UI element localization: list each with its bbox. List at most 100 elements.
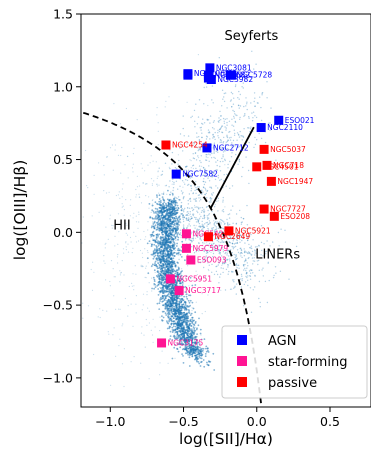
cloud-point [93,271,95,273]
cloud-point [227,81,229,83]
cloud-point [184,207,186,210]
cloud-point [254,254,256,256]
cloud-point [222,148,224,150]
cloud-point [233,243,236,245]
cloud-point [105,279,107,281]
cloud-point [136,175,138,177]
cloud-point [173,255,176,257]
cloud-point [218,244,220,246]
cloud-point [185,179,187,181]
cloud-point [172,180,174,183]
cloud-point [254,105,256,107]
cloud-point [197,220,199,222]
cloud-point [231,118,233,121]
cloud-point [180,236,182,238]
cloud-point [193,157,196,160]
cloud-point [180,146,182,148]
cloud-point [150,266,152,268]
cloud-point [209,115,212,117]
cloud-point [193,109,196,112]
cloud-point [175,323,178,326]
cloud-point [247,169,250,172]
cloud-point [226,259,228,261]
cloud-point [192,237,195,239]
cloud-point [130,303,132,305]
cloud-point [255,252,258,254]
cloud-point [212,121,215,123]
cloud-point [122,323,124,325]
cloud-point [194,311,197,314]
cloud-point [156,208,159,211]
cloud-point [195,235,197,237]
cloud-point [189,337,192,340]
cloud-point [156,267,159,270]
cloud-point [253,260,256,262]
cloud-point [182,355,184,357]
cloud-point [132,247,134,249]
cloud-point [191,341,194,343]
cloud-point [109,214,111,216]
cloud-point [219,110,221,113]
galaxy-label: NGC5037 [270,145,306,154]
cloud-point [197,361,200,363]
cloud-point [177,323,180,326]
cloud-point [158,215,160,218]
cloud-point [247,235,249,237]
galaxy-label: NGC5951 [176,274,212,283]
cloud-point [226,258,228,261]
cloud-point [180,274,182,276]
cloud-point [176,235,179,238]
y-tick-label: 1.0 [53,79,73,94]
cloud-point [201,223,203,225]
cloud-point [150,178,153,180]
cloud-point [255,63,257,65]
cloud-point [215,265,217,268]
cloud-point [244,242,246,244]
cloud-point [168,311,171,313]
cloud-point [227,266,229,268]
cloud-point [269,122,271,124]
cloud-point [193,252,196,254]
cloud-point [202,123,204,125]
cloud-point [195,181,197,183]
cloud-point [154,271,156,274]
cloud-point [195,145,197,148]
cloud-point [133,147,135,149]
cloud-point [161,206,164,209]
cloud-point [151,263,154,266]
cloud-point [168,325,170,327]
galaxy-label: NGC7727 [270,205,306,214]
cloud-point [159,258,161,260]
cloud-point [214,178,217,181]
cloud-point [246,236,248,239]
cloud-point [160,287,162,289]
cloud-point [244,77,246,80]
cloud-point [172,240,175,243]
cloud-point [103,190,105,192]
cloud-point [207,177,209,179]
cloud-point [162,316,165,319]
cloud-point [192,208,195,211]
cloud-point [169,271,172,274]
cloud-point [197,220,200,222]
cloud-point [203,186,205,189]
cloud-point [176,204,179,207]
cloud-point [193,198,195,200]
cloud-point [158,200,161,203]
cloud-point [236,146,239,148]
cloud-point [182,362,185,364]
cloud-point [161,245,163,248]
cloud-point [235,223,237,225]
cloud-point [162,298,164,300]
cloud-point [225,148,227,150]
cloud-point [170,222,172,225]
cloud-point [156,250,158,253]
cloud-point [218,231,221,234]
cloud-point [224,260,226,263]
cloud-point [154,226,156,228]
cloud-point [188,344,191,347]
cloud-point [167,205,169,207]
cloud-point [162,286,165,289]
cloud-point [168,319,171,321]
cloud-point [222,211,225,213]
